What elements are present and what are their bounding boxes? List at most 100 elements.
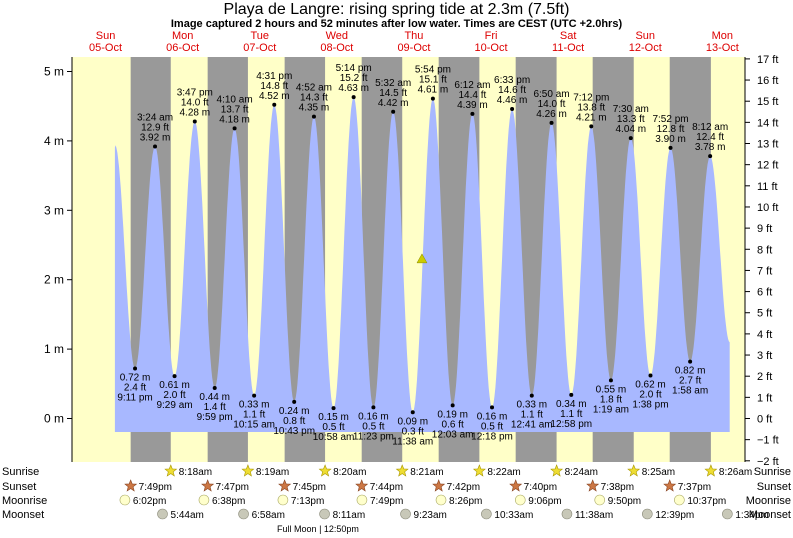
low-tide-time: 9:29 am (156, 400, 192, 411)
low-tide-point (410, 410, 415, 415)
y-right-tick-label: 3 ft (757, 350, 772, 362)
row-label-right: Moonrise (746, 495, 791, 507)
high-tide-point (311, 114, 316, 119)
low-tide-time: 10:58 am (313, 432, 355, 443)
low-tide-height-ft: 2.0 ft (163, 390, 185, 401)
y-right-tick-label: −2 ft (757, 456, 779, 468)
low-tide-point (450, 403, 455, 408)
low-tide-height-ft: 1.1 ft (243, 410, 265, 421)
moonrise-time: 9:50pm (608, 496, 641, 507)
low-tide-height-ft: 0.5 ft (322, 422, 344, 433)
sunset-time: 7:42pm (447, 482, 480, 493)
high-tide-point (589, 124, 594, 129)
low-tide-height-ft: 0.3 ft (402, 426, 424, 437)
moonrise-icon (674, 494, 685, 506)
high-tide-time: 4:10 am (217, 94, 253, 105)
low-tide-height-ft: 2.4 ft (124, 383, 146, 394)
high-tide-height-ft: 13.3 ft (617, 114, 645, 125)
current-tide-marker (416, 253, 428, 264)
high-tide-height-ft: 14.3 ft (300, 93, 328, 104)
high-tide-height-m: 4.46 m (497, 95, 528, 106)
y-right-tick-label: 9 ft (757, 223, 772, 235)
moonrise-icon (277, 494, 289, 506)
y-left-tick-label: 5 m (44, 65, 64, 79)
high-tide-point (153, 144, 158, 149)
high-tide-height-ft: 15.1 ft (419, 75, 447, 86)
moonrise-time: 8:26pm (449, 496, 482, 507)
sunset-time: 7:37pm (678, 482, 711, 493)
high-tide-height-m: 4.21 m (576, 112, 607, 123)
day-date-label: 09-Oct (397, 42, 430, 54)
low-tide-time: 1:19 am (593, 404, 629, 415)
sunrise-time: 8:21am (410, 467, 443, 478)
low-tide-height-m: 0.55 m (596, 384, 627, 395)
low-tide-time: 11:23 pm (353, 431, 394, 442)
y-right-tick-label: 6 ft (757, 287, 772, 299)
row-label-left: Moonrise (2, 495, 47, 507)
low-tide-height-m: 0.16 m (477, 411, 508, 422)
low-tide-time: 10:43 pm (273, 426, 315, 437)
high-tide-point (668, 145, 673, 150)
low-tide-height-ft: 0.5 ft (481, 421, 503, 432)
moonrise-icon (356, 494, 368, 506)
high-tide-height-m: 4.35 m (299, 103, 330, 114)
y-left-tick-label: 4 m (44, 134, 64, 148)
high-tide-height-ft: 14.0 ft (538, 99, 566, 110)
high-tide-height-m: 4.61 m (418, 85, 449, 96)
high-tide-point (470, 111, 475, 116)
low-tide-point (133, 366, 138, 371)
sunrise-time: 8:22am (487, 467, 520, 478)
low-tide-time: 9:59 pm (197, 412, 233, 423)
high-tide-height-ft: 14.4 ft (459, 90, 487, 101)
moonrise-icon (594, 494, 606, 506)
low-tide-point (292, 399, 297, 404)
moonrise-icon (119, 494, 131, 506)
moonset-time: 12:39pm (655, 510, 694, 521)
y-right-tick-label: 8 ft (757, 244, 772, 256)
y-right-tick-label: 5 ft (757, 308, 772, 320)
day-date-label: 10-Oct (475, 42, 508, 54)
row-label-left: Sunrise (2, 466, 39, 478)
low-tide-time: 12:18 pm (471, 431, 513, 442)
moonset-icon (561, 508, 573, 520)
low-tide-height-ft: 0.8 ft (283, 416, 305, 427)
low-tide-height-m: 0.33 m (516, 400, 547, 411)
moonset-time: 5:44am (171, 510, 204, 521)
high-tide-height-m: 4.04 m (616, 124, 647, 135)
moonrise-time: 6:02pm (133, 496, 166, 507)
high-tide-time: 6:50 am (533, 89, 569, 100)
high-tide-time: 5:14 pm (336, 63, 372, 74)
low-tide-height-m: 0.19 m (437, 409, 468, 420)
y-right-tick-label: 12 ft (757, 160, 778, 172)
sunrise-icon (318, 464, 332, 477)
y-right-tick-label: 15 ft (757, 96, 778, 108)
sunrise-time: 8:25am (642, 467, 675, 478)
sunset-icon (586, 479, 600, 492)
moonset-icon (319, 508, 330, 520)
high-tide-point (549, 120, 554, 125)
high-tide-point (232, 126, 237, 131)
sunset-time: 7:47pm (216, 482, 249, 493)
high-tide-time: 6:12 am (454, 80, 490, 91)
moonrise-time: 9:06pm (528, 496, 561, 507)
high-tide-height-m: 4.63 m (338, 83, 369, 94)
high-tide-height-m: 3.90 m (655, 134, 686, 145)
moonset-time: 9:23am (414, 510, 447, 521)
low-tide-point (648, 373, 653, 378)
sunset-time: 7:40pm (524, 482, 557, 493)
y-right-tick-label: 14 ft (757, 117, 778, 129)
moonset-icon (481, 508, 492, 520)
day-name-label: Fri (485, 30, 498, 42)
low-tide-height-ft: 2.7 ft (679, 376, 701, 387)
high-tide-time: 3:47 pm (177, 87, 213, 98)
high-tide-height-m: 4.28 m (180, 107, 211, 118)
low-tide-time: 12:58 pm (550, 419, 592, 430)
day-name-label: Tue (250, 30, 269, 42)
high-tide-time: 4:31 pm (256, 71, 292, 82)
day-name-label: Mon (172, 30, 193, 42)
sunrise-time: 8:20am (333, 467, 366, 478)
moonrise-time: 7:13pm (291, 496, 324, 507)
low-tide-height-m: 0.09 m (397, 416, 428, 427)
day-name-label: Mon (712, 30, 733, 42)
